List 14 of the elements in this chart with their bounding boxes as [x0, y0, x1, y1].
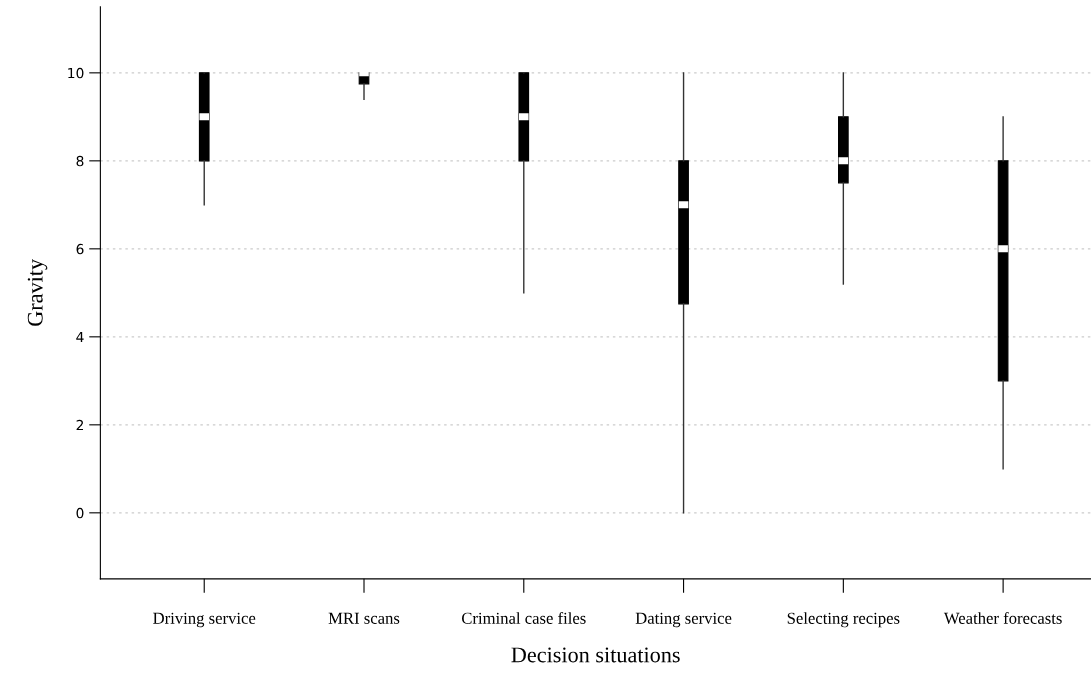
y-tick-label: 10 [68, 67, 84, 79]
y-tick-label: 0 [76, 507, 84, 519]
x-tick-label: Selecting recipes [787, 612, 900, 628]
y-tick-label: 4 [76, 331, 84, 343]
x-tick-label: Driving service [153, 612, 256, 628]
x-axis-title: Decision situations [511, 647, 680, 663]
x-tick-label: Criminal case files [461, 611, 586, 624]
y-axis-title: Gravity [27, 258, 48, 326]
x-tick-label: MRI scans [328, 612, 400, 624]
y-tick-label: 8 [76, 155, 84, 167]
x-tick-label: Dating service [635, 612, 732, 628]
y-tick-label: 2 [76, 419, 84, 431]
x-tick-label: Weather forecasts [943, 611, 1062, 624]
y-tick-label: 6 [76, 243, 84, 255]
